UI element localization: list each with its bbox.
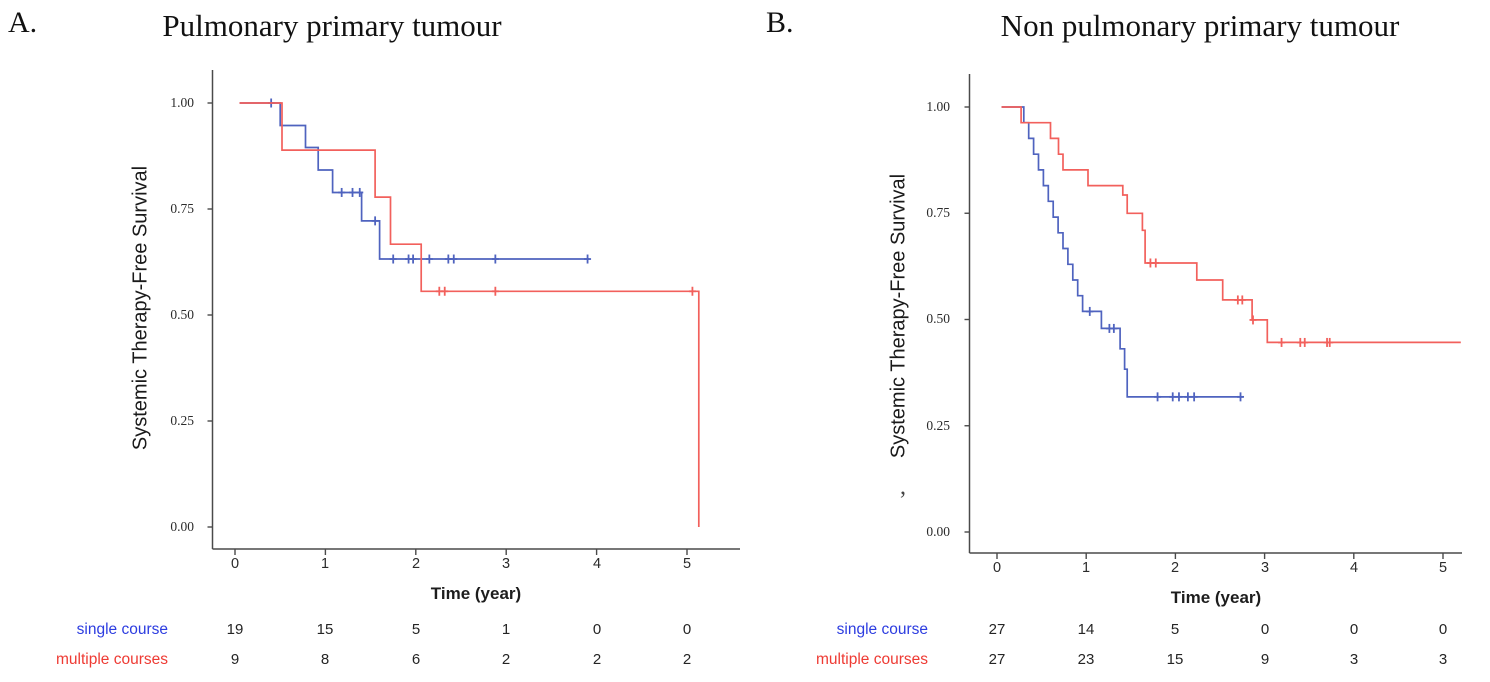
panel-a-x-axis-label: Time (year) xyxy=(430,584,522,603)
panel-b-ytick: 0.25 xyxy=(926,418,950,433)
stray-comma-mark: , xyxy=(900,474,906,500)
panel-b-risk-row-label-single-course: single course xyxy=(836,621,928,638)
risk-count: 27 xyxy=(988,621,1006,638)
risk-count: 3 xyxy=(1349,651,1359,668)
risk-count: 23 xyxy=(1077,651,1095,668)
risk-count: 8 xyxy=(320,651,330,668)
panel-a-letter: A. xyxy=(8,6,38,39)
risk-count: 2 xyxy=(501,651,511,668)
panel-a-xtick: 5 xyxy=(682,556,692,572)
panel-a-title: Pulmonary primary tumour xyxy=(162,8,502,43)
panel-a-xtick: 4 xyxy=(592,556,602,572)
risk-count: 6 xyxy=(411,651,421,668)
panel-a-risk-row-label-multiple-courses: multiple courses xyxy=(56,651,168,668)
risk-count: 2 xyxy=(682,651,692,668)
panel-b-xtick: 4 xyxy=(1349,560,1359,576)
panel-a-ytick: 0.25 xyxy=(170,413,194,428)
panel-b-xtick: 0 xyxy=(992,560,1002,576)
risk-count: 27 xyxy=(988,651,1006,668)
risk-count: 9 xyxy=(1260,651,1270,668)
risk-count: 5 xyxy=(1170,621,1180,638)
panel-b-risk-row-label-multiple-courses: multiple courses xyxy=(816,651,928,668)
panel-b-xtick: 2 xyxy=(1170,560,1180,576)
panel-a-xtick: 2 xyxy=(411,556,421,572)
risk-count: 15 xyxy=(1166,651,1184,668)
risk-count: 0 xyxy=(682,621,692,638)
panel-a-ytick: 0.75 xyxy=(170,201,194,216)
panel-a-ytick: 1.00 xyxy=(170,95,194,110)
panel-b-ytick: 1.00 xyxy=(926,99,950,114)
panel-a-risk-row-label-single-course: single course xyxy=(76,621,168,638)
panel-b-title: Non pulmonary primary tumour xyxy=(1000,8,1400,43)
risk-count: 0 xyxy=(592,621,602,638)
panel-b-xtick: 5 xyxy=(1438,560,1448,576)
risk-count: 0 xyxy=(1349,621,1359,638)
panel-b-xtick: 1 xyxy=(1081,560,1091,576)
risk-count: 0 xyxy=(1260,621,1270,638)
panel-b-xtick: 3 xyxy=(1260,560,1270,576)
risk-count: 1 xyxy=(501,621,511,638)
panel-a-xtick: 3 xyxy=(501,556,511,572)
risk-count: 15 xyxy=(316,621,334,638)
risk-count: 0 xyxy=(1438,621,1448,638)
risk-count: 5 xyxy=(411,621,421,638)
risk-count: 9 xyxy=(230,651,240,668)
risk-count: 3 xyxy=(1438,651,1448,668)
panel-a-ytick: 0.00 xyxy=(170,519,194,534)
panel-a-xtick: 0 xyxy=(230,556,240,572)
panel-b-letter: B. xyxy=(766,6,794,39)
risk-count: 19 xyxy=(226,621,244,638)
panel-b-ytick: 0.00 xyxy=(926,524,950,539)
risk-count: 14 xyxy=(1077,621,1095,638)
panel-a-ytick: 0.50 xyxy=(170,307,194,322)
panel-b-x-axis-label: Time (year) xyxy=(1170,588,1262,607)
panel-b-ytick: 0.75 xyxy=(926,205,950,220)
risk-count: 2 xyxy=(592,651,602,668)
panel-a-xtick: 1 xyxy=(320,556,330,572)
panel-b-ytick: 0.50 xyxy=(926,311,950,326)
